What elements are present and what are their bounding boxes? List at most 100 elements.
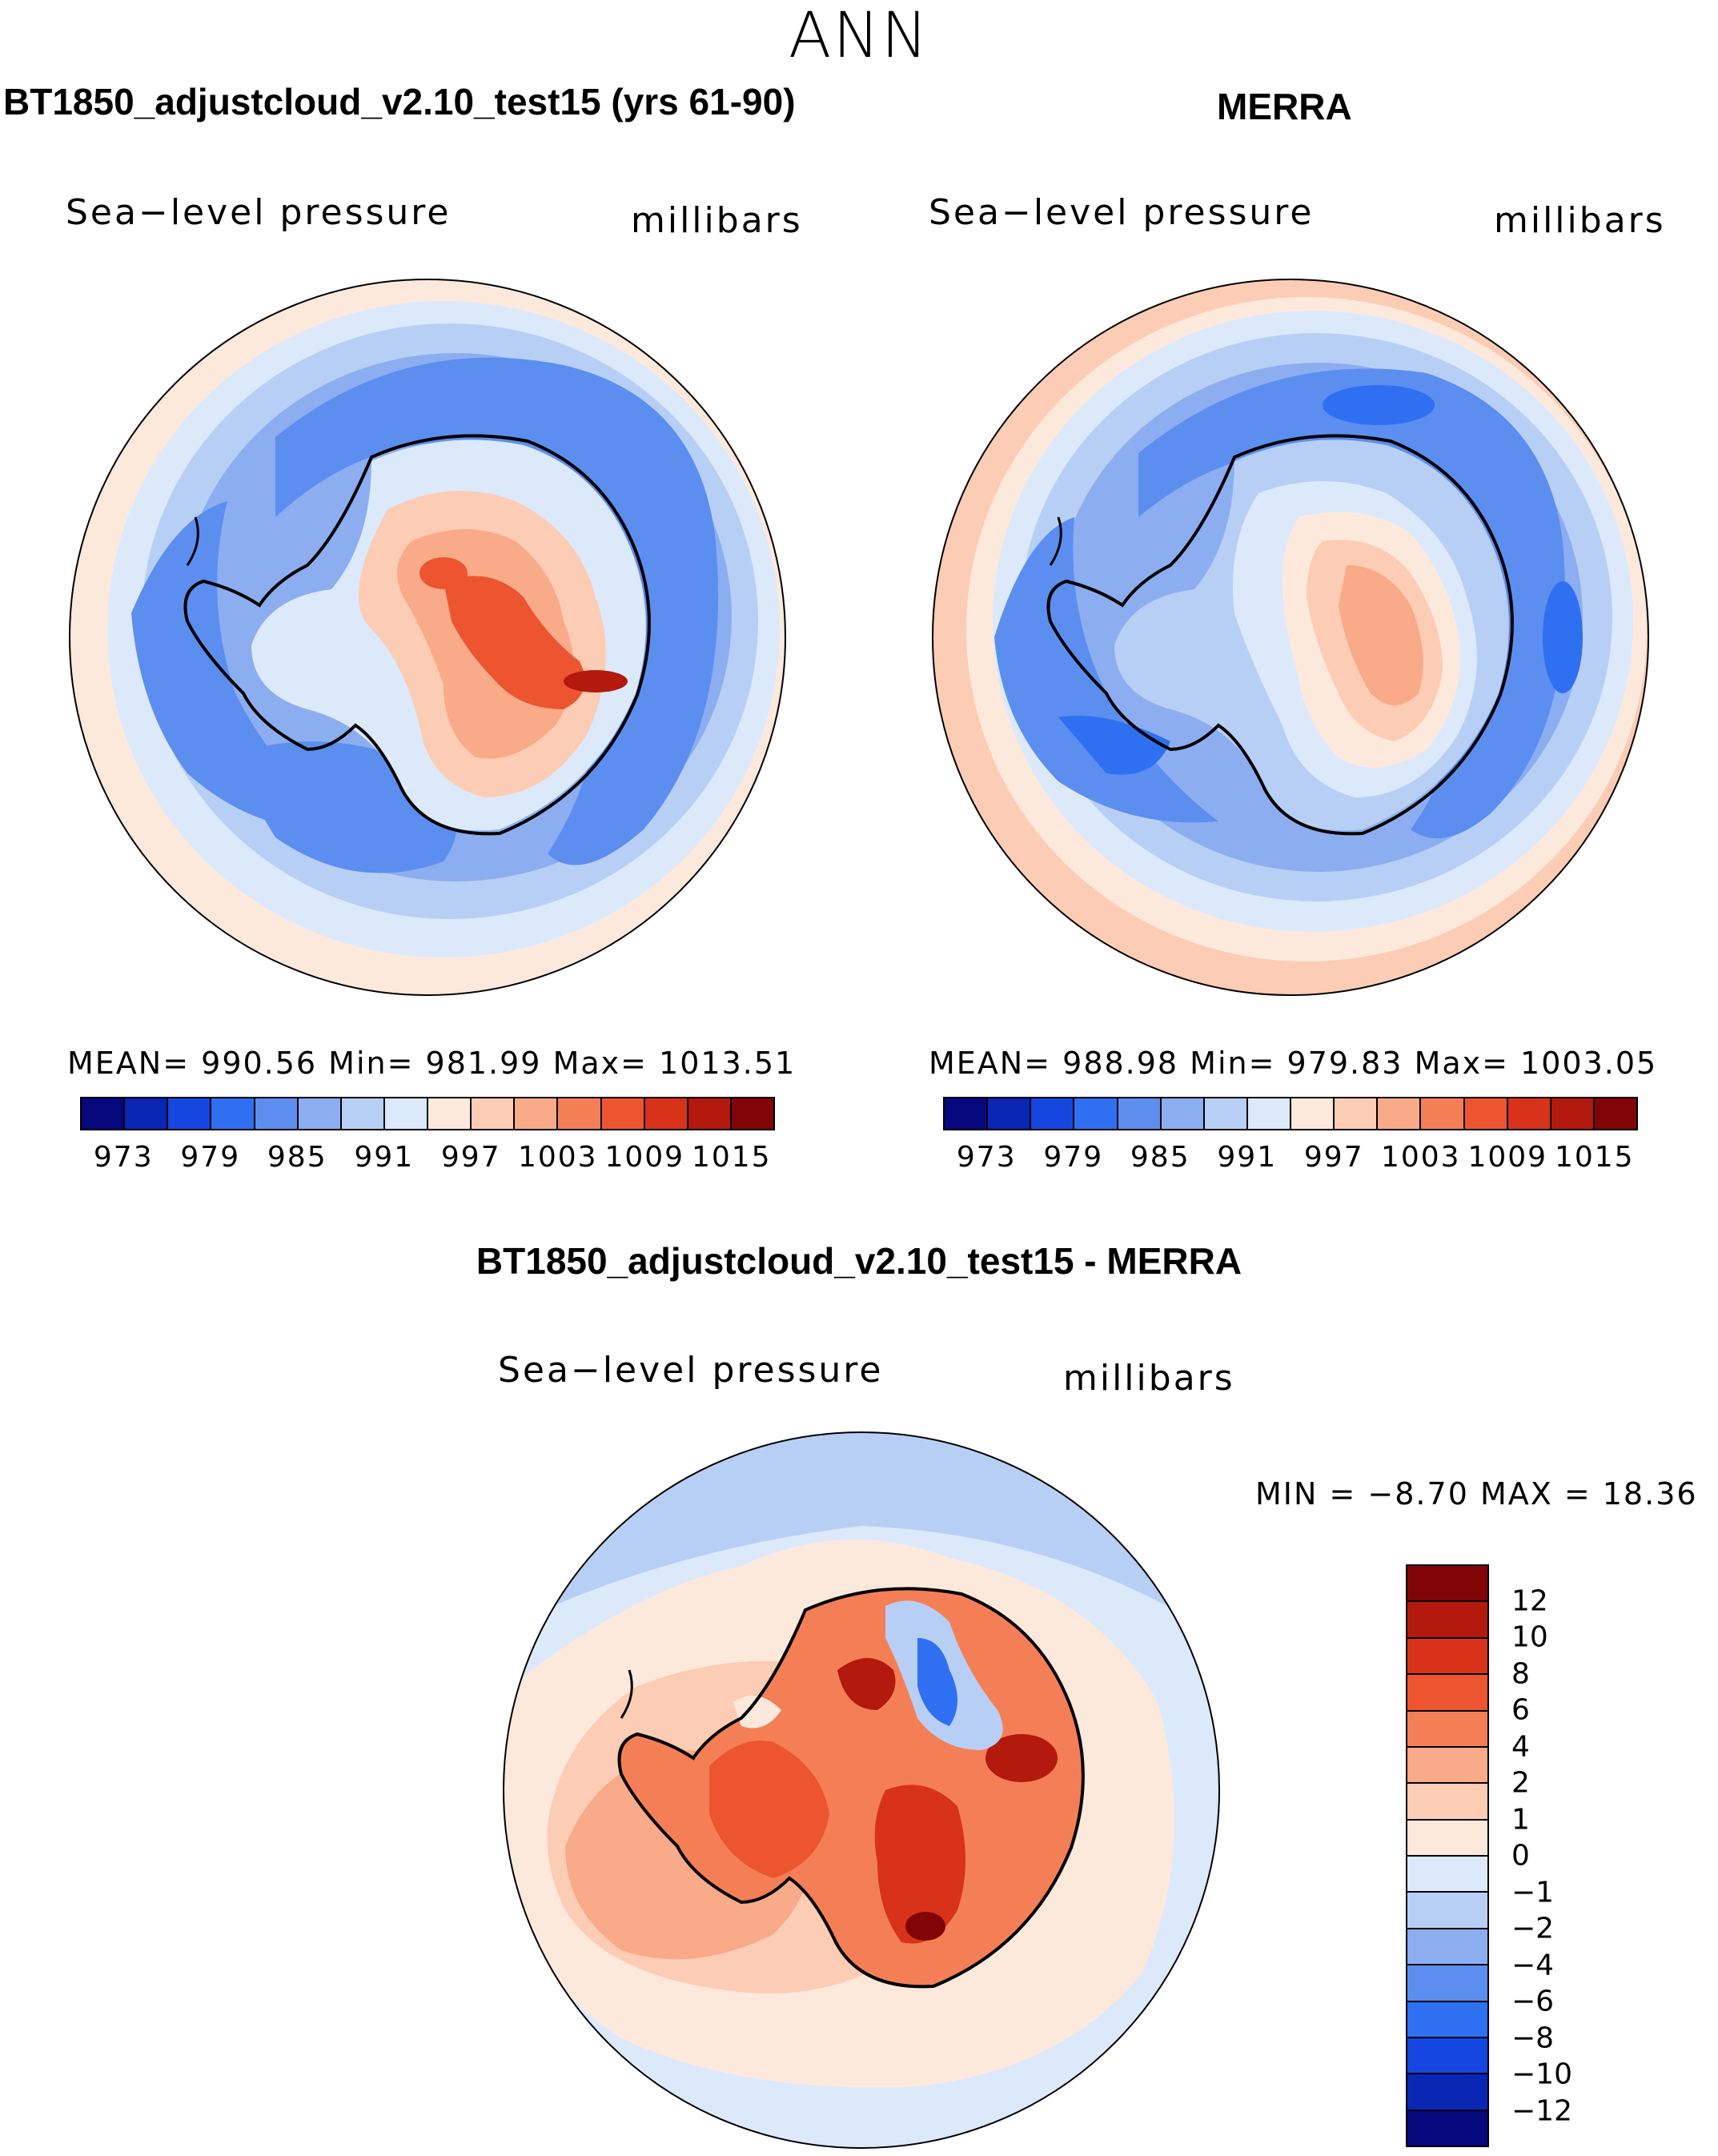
panel-2-colorbar-labels: 973 979 985 991 997 1003 1009 1015 <box>943 1141 1638 1178</box>
diff-colorbar-tick-label: −2 <box>1511 1912 1555 1945</box>
panel-2-colorbar-tick-label: 973 <box>956 1141 1017 1174</box>
panel-1-colorbar-swatch <box>515 1098 559 1129</box>
panel-2-units: millibars <box>1494 200 1666 241</box>
panel-2-colorbar-tick-label: 985 <box>1130 1141 1190 1174</box>
panel-2-colorbar-swatch <box>1118 1098 1162 1129</box>
diff-colorbar-tick-label: 8 <box>1511 1657 1530 1690</box>
map-boundary-circle <box>503 1431 1220 2149</box>
diff-colorbar-tick-label: 2 <box>1511 1766 1530 1800</box>
panel-1-colorbar-swatch <box>731 1098 773 1129</box>
figure-season-title: ANN <box>788 0 930 72</box>
panel-2-colorbar-swatch <box>1074 1098 1118 1129</box>
map-boundary-circle <box>69 279 786 996</box>
diff-colorbar-swatch <box>1407 1929 1487 1966</box>
panel-1-colorbar-swatch <box>125 1098 169 1129</box>
diff-colorbar-swatch <box>1407 1965 1487 2002</box>
diff-colorbar-swatch <box>1407 1857 1487 1893</box>
diff-panel-variable: Sea−level pressure <box>498 1350 884 1391</box>
antarctica-coastline <box>183 434 651 836</box>
panel-1-colorbar-tick-label: 1003 <box>517 1141 598 1174</box>
panel-2-colorbar-swatch <box>1594 1098 1636 1129</box>
panel-2-colorbar-swatch <box>1421 1098 1465 1129</box>
panel-2-colorbar-swatch <box>1507 1098 1551 1129</box>
panel-2-colorbar-tick-label: 979 <box>1043 1141 1104 1174</box>
antarctica-coastline <box>617 1587 1085 1989</box>
diff-panel-map <box>503 1431 1220 2149</box>
panel-2-colorbar-swatch <box>1291 1098 1335 1129</box>
diff-colorbar-swatch <box>1407 2074 1487 2111</box>
diff-colorbar-tick-label: −4 <box>1511 1949 1555 1981</box>
panel-2-stats: MEAN= 988.98 Min= 979.83 Max= 1003.05 <box>929 1046 1658 1081</box>
diff-colorbar-tick-label: −12 <box>1511 2094 1572 2127</box>
diff-colorbar-swatch <box>1407 2001 1487 2038</box>
diff-colorbar-tick-label: −1 <box>1511 1876 1555 1909</box>
panel-1-colorbar-swatch <box>688 1098 732 1129</box>
panel-2-colorbar-swatch <box>988 1098 1032 1129</box>
diff-colorbar-swatch <box>1407 1747 1487 1785</box>
panel-1-colorbar-swatch <box>601 1098 645 1129</box>
panel-1-colorbar-swatch <box>472 1098 516 1129</box>
panel-2-colorbar-swatch <box>1378 1098 1422 1129</box>
panel-1-colorbar-tick-label: 1009 <box>604 1141 685 1174</box>
diff-colorbar-tick-label: −6 <box>1511 1985 1555 2018</box>
panel-2-colorbar-swatch <box>1204 1098 1248 1129</box>
diff-colorbar-swatch <box>1407 1711 1487 1748</box>
panel-1-colorbar-swatch <box>82 1098 126 1129</box>
panel-1-colorbar-swatch <box>384 1098 428 1129</box>
diff-colorbar-swatch <box>1407 2110 1487 2146</box>
diff-colorbar-tick-label: 6 <box>1511 1693 1530 1727</box>
diff-colorbar-tick-label: 4 <box>1511 1730 1530 1763</box>
diff-colorbar-tick-label: −10 <box>1511 2058 1572 2091</box>
panel-2-colorbar-swatch <box>1464 1098 1508 1129</box>
panel-1-colorbar-swatch <box>255 1098 299 1129</box>
panel-1-colorbar-tick-label: 1015 <box>691 1141 772 1174</box>
diff-colorbar-swatch <box>1407 1602 1487 1639</box>
diff-colorbar-swatch <box>1407 1784 1487 1821</box>
panel-2-colorbar-swatch <box>1335 1098 1379 1129</box>
diff-panel-units: millibars <box>1063 1358 1235 1399</box>
panel-1-colorbar-swatch <box>558 1098 602 1129</box>
panel-1-variable: Sea−level pressure <box>66 192 452 233</box>
panel-2-colorbar-swatch <box>1247 1098 1291 1129</box>
panel-2-colorbar-swatch <box>1161 1098 1205 1129</box>
panel-1-colorbar-labels: 973 979 985 991 997 1003 1009 1015 <box>80 1141 775 1178</box>
panel-1-colorbar-tick-label: 991 <box>354 1141 415 1174</box>
diff-colorbar-tick-label: 1 <box>1511 1803 1530 1836</box>
panel-1-colorbar <box>80 1097 775 1130</box>
panel-2-colorbar-tick-label: 997 <box>1303 1141 1364 1174</box>
panel-1-colorbar-tick-label: 979 <box>180 1141 241 1174</box>
panel-2-title: MERRA <box>1217 86 1352 127</box>
panel-2-colorbar-swatch <box>945 1098 989 1129</box>
diff-colorbar-swatch <box>1407 1820 1487 1857</box>
diff-colorbar-swatch <box>1407 1638 1487 1676</box>
diff-colorbar-swatch <box>1407 2038 1487 2075</box>
panel-1-colorbar-swatch <box>644 1098 688 1129</box>
panel-1-colorbar-tick-label: 997 <box>440 1141 501 1174</box>
low-pressure-trough-west <box>131 501 347 831</box>
panel-2-variable: Sea−level pressure <box>929 192 1315 233</box>
panel-1-colorbar-swatch <box>298 1098 342 1129</box>
map-boundary-circle <box>932 279 1649 996</box>
diff-colorbar-tick-label: 10 <box>1511 1620 1548 1654</box>
panel-2-colorbar-tick-label: 1009 <box>1467 1141 1548 1174</box>
panel-2-colorbar-tick-label: 1015 <box>1554 1141 1635 1174</box>
panel-2-colorbar-swatch <box>1031 1098 1075 1129</box>
diff-colorbar-swatch <box>1407 1675 1487 1712</box>
diff-colorbar-swatch <box>1407 1566 1487 1603</box>
diff-colorbar-tick-label: −8 <box>1511 2022 1555 2054</box>
panel-1-title: BT1850_adjustcloud_v2.10_test15 (yrs 61-… <box>3 81 796 122</box>
panel-1-colorbar-swatch <box>341 1098 385 1129</box>
panel-2-colorbar-tick-label: 991 <box>1217 1141 1278 1174</box>
panel-1-colorbar-tick-label: 973 <box>93 1141 154 1174</box>
diff-panel-minmax: MIN = −8.70 MAX = 18.36 <box>1255 1476 1698 1512</box>
panel-1-colorbar-swatch <box>211 1098 255 1129</box>
panel-1-colorbar-tick-label: 985 <box>267 1141 327 1174</box>
diff-panel-title: BT1850_adjustcloud_v2.10_test15 - MERRA <box>476 1240 1242 1282</box>
panel-1-colorbar-swatch <box>168 1098 212 1129</box>
panel-2-map <box>932 279 1649 996</box>
panel-2-colorbar <box>943 1097 1638 1130</box>
diff-colorbar-labels: 12 10 8 6 4 2 1 0 −1 −2 −4 −6 −8 −10 −12 <box>1511 1564 1608 2147</box>
panel-1-stats: MEAN= 990.56 Min= 981.99 Max= 1013.51 <box>67 1046 797 1081</box>
panel-2-colorbar-swatch <box>1551 1098 1595 1129</box>
panel-2-colorbar-tick-label: 1003 <box>1380 1141 1461 1174</box>
